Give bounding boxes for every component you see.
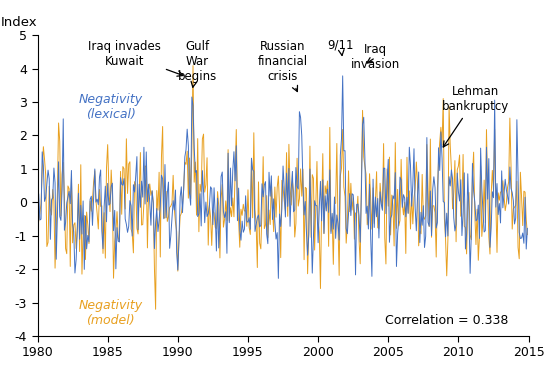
- Text: Negativity
(lexical): Negativity (lexical): [79, 93, 142, 121]
- Text: 9/11: 9/11: [327, 38, 354, 55]
- Text: Index: Index: [1, 16, 37, 29]
- Text: Negativity
(model): Negativity (model): [79, 299, 142, 327]
- Text: Iraq
invasion: Iraq invasion: [351, 43, 400, 72]
- Text: Gulf
War
begins: Gulf War begins: [178, 40, 217, 87]
- Text: Iraq invades
Kuwait: Iraq invades Kuwait: [88, 40, 183, 76]
- Text: Russian
financial
crisis: Russian financial crisis: [258, 40, 308, 92]
- Text: Lehman
bankruptcy: Lehman bankruptcy: [442, 85, 509, 147]
- Text: Correlation = 0.338: Correlation = 0.338: [386, 315, 509, 327]
